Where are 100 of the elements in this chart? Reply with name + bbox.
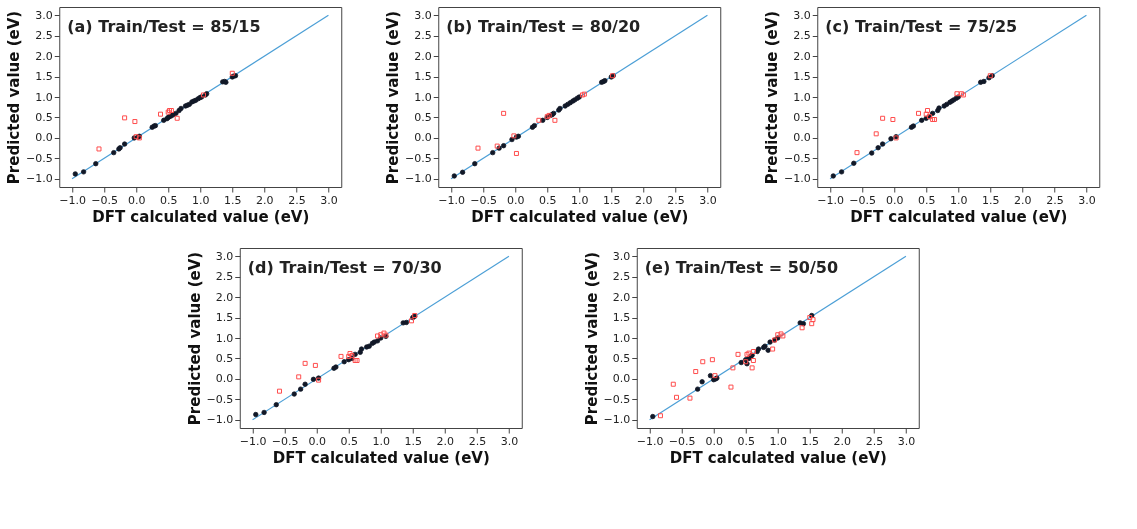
x-tick-label: 3.0: [320, 193, 338, 207]
point: [302, 360, 308, 366]
y-tick-label: 0.5: [35, 110, 53, 124]
y-tick-label: 2.5: [215, 270, 234, 284]
point: [919, 117, 925, 123]
y-tick-label: 2.5: [35, 29, 53, 43]
point: [500, 143, 507, 149]
point: [296, 374, 302, 380]
point: [536, 117, 542, 123]
point: [253, 411, 259, 418]
point: [687, 395, 693, 401]
x-tick-label: 0.5: [159, 193, 178, 207]
y-axis-title: Predicted value (eV): [5, 10, 24, 185]
x-axis-title: DFT calculated value (eV): [471, 207, 689, 226]
y-tick-label: 1.0: [414, 90, 432, 104]
x-tick-label: 1.0: [769, 434, 787, 448]
point: [132, 119, 138, 125]
point: [291, 391, 297, 397]
point: [888, 136, 894, 142]
x-tick-label: 1.0: [372, 434, 390, 448]
y-tick-label: 1.0: [215, 331, 234, 345]
point: [749, 365, 755, 371]
point: [800, 321, 807, 327]
point: [501, 110, 507, 116]
x-tick-label: −0.5: [849, 193, 876, 207]
y-tick-label: 2.0: [35, 49, 53, 63]
point: [509, 136, 515, 143]
x-tick-label: 3.0: [897, 434, 916, 448]
point: [873, 131, 879, 137]
point: [273, 402, 279, 408]
point: [96, 146, 102, 152]
y-tick-label: 3.0: [414, 8, 432, 22]
point: [357, 349, 363, 355]
point: [854, 150, 860, 156]
x-tick-label: −1.0: [636, 434, 664, 448]
y-axis-title: Predicted value (eV): [384, 10, 403, 185]
x-tick-label: −0.5: [668, 434, 696, 448]
point: [738, 359, 744, 366]
y-tick-label: 1.5: [35, 70, 53, 84]
x-tick-label: 2.5: [667, 193, 685, 207]
x-tick-label: 0.5: [917, 193, 936, 207]
x-tick-label: 0.5: [340, 434, 358, 448]
point: [851, 160, 857, 166]
point: [890, 117, 896, 122]
point: [869, 150, 875, 156]
y-tick-label: −1.0: [784, 172, 811, 186]
x-tick-label: 0.0: [506, 193, 525, 207]
y-tick-label: −0.5: [405, 151, 432, 165]
x-tick-label: 1.0: [571, 193, 589, 207]
x-tick-label: 0.5: [737, 434, 755, 448]
y-tick-label: 1.5: [793, 70, 811, 84]
point: [750, 358, 756, 363]
x-tick-label: 0.0: [308, 434, 326, 448]
point: [707, 373, 714, 379]
point: [730, 365, 736, 371]
y-tick-label: −1.0: [603, 413, 631, 427]
x-tick-label: 3.0: [500, 434, 519, 448]
x-tick-label: 3.0: [699, 193, 717, 207]
point: [122, 115, 128, 121]
point: [699, 379, 705, 385]
text: (b) Train/Test = 80/20: [446, 17, 641, 36]
point: [158, 111, 164, 117]
point: [490, 150, 496, 156]
point: [799, 325, 805, 331]
x-tick-label: 2.5: [288, 193, 306, 207]
x-tick-label: −0.5: [271, 434, 299, 448]
point: [879, 141, 886, 147]
y-tick-label: 0.5: [793, 110, 811, 124]
point: [121, 141, 128, 147]
y-tick-label: −0.5: [26, 151, 53, 165]
point: [838, 169, 845, 175]
point: [552, 117, 558, 123]
point: [276, 388, 282, 394]
y-tick-label: −0.5: [784, 151, 811, 165]
x-axis-title: DFT calculated value (eV): [850, 207, 1068, 226]
x-tick-label: 1.0: [192, 193, 210, 207]
point: [880, 115, 886, 121]
x-tick-label: −1.0: [239, 434, 267, 448]
point: [302, 381, 308, 387]
point: [174, 115, 180, 121]
point: [261, 409, 267, 416]
x-tick-label: 2.5: [1046, 193, 1064, 207]
point: [111, 150, 117, 156]
y-tick-label: −1.0: [405, 172, 432, 186]
point: [374, 338, 381, 344]
point: [767, 339, 773, 345]
x-tick-label: 2.0: [833, 434, 852, 448]
x-tick-label: −1.0: [438, 193, 465, 207]
y-tick-label: 0.0: [612, 372, 631, 386]
point: [310, 376, 317, 382]
point: [770, 346, 776, 352]
x-axis-title: DFT calculated value (eV): [92, 207, 310, 226]
text: (a) Train/Test = 85/15: [67, 17, 261, 36]
point: [459, 169, 466, 175]
point: [735, 351, 741, 357]
text: (d) Train/Test = 70/30: [247, 258, 442, 277]
text: (c) Train/Test = 75/25: [825, 17, 1018, 36]
point: [830, 173, 836, 179]
x-tick-label: 2.5: [468, 434, 487, 448]
x-tick-label: 0.0: [705, 434, 723, 448]
